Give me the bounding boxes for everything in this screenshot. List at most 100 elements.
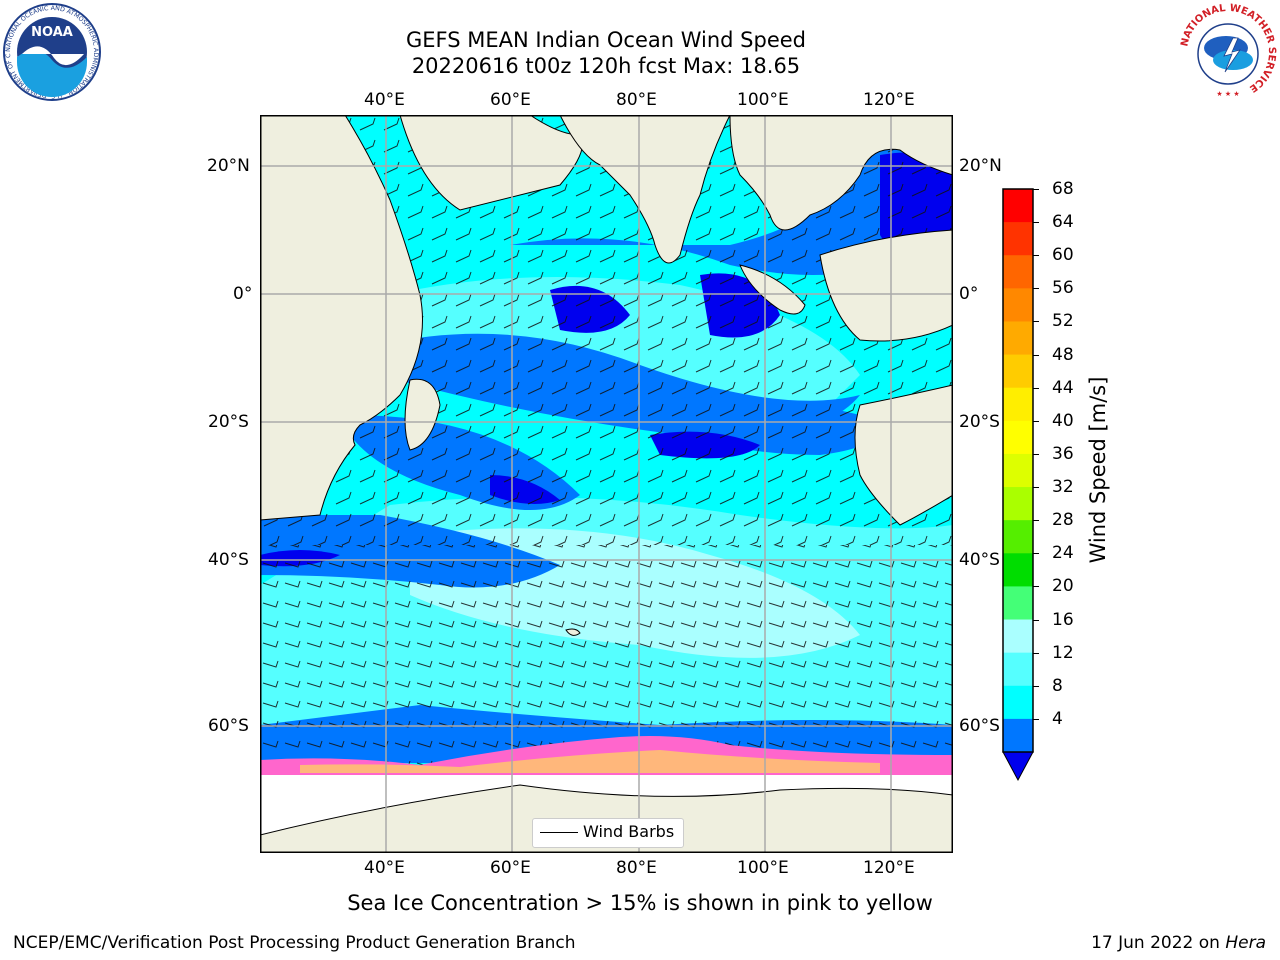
colorbar-tick-mark: [1033, 652, 1039, 654]
colorbar-tick-label: 20: [1052, 576, 1074, 597]
colorbar-tick-mark: [1033, 189, 1039, 190]
colorbar-swatch: [1003, 619, 1033, 654]
colorbar-swatch: [1003, 288, 1033, 322]
colorbar-tick-label: 60: [1052, 245, 1074, 266]
colorbar-tick-label: 4: [1052, 708, 1063, 729]
colorbar-tick-mark: [1033, 288, 1039, 290]
colorbar-swatch: [1003, 354, 1033, 389]
colorbar-swatch: [1003, 453, 1033, 488]
lat-label-left: 20°S: [208, 412, 249, 432]
colorbar-swatch: [1003, 487, 1033, 521]
colorbar-tick-label: 68: [1052, 179, 1074, 199]
lat-label-left: 20°N: [207, 156, 250, 176]
colorbar-tick-label: 16: [1052, 609, 1074, 630]
lon-label-bottom: 40°E: [364, 858, 405, 878]
footer-date: 17 Jun 2022 on: [1091, 933, 1226, 953]
colorbar-swatch: [1003, 222, 1033, 256]
colorbar-tick-mark: [1033, 453, 1039, 455]
noaa-logo-text: NOAA: [31, 25, 73, 40]
colorbar-tick-label: 40: [1052, 410, 1074, 431]
colorbar-swatch: [1003, 553, 1033, 587]
footer-right: 17 Jun 2022 on Hera: [1091, 933, 1266, 953]
colorbar-tick-label: 48: [1052, 344, 1074, 365]
legend-label: Wind Barbs: [583, 822, 675, 841]
lon-label-bottom: 120°E: [863, 858, 915, 878]
lon-label-top: 100°E: [737, 90, 789, 110]
colorbar-tick-mark: [1033, 487, 1039, 489]
madagascar-land: [404, 378, 441, 451]
lat-label-left: 60°S: [208, 716, 249, 736]
colorbar-tick-label: 36: [1052, 443, 1074, 464]
lat-label-right: 40°S: [959, 550, 1000, 570]
lat-label-left: 0°: [233, 284, 253, 304]
map-title: GEFS MEAN Indian Ocean Wind Speed: [405, 28, 807, 52]
lon-label-top: 40°E: [364, 90, 405, 110]
colorbar-swatch: [1003, 520, 1033, 554]
kerguelen-land: [565, 628, 581, 636]
svg-text:★ ★ ★: ★ ★ ★: [1216, 90, 1239, 98]
lon-label-top: 60°E: [490, 90, 531, 110]
colorbar-tick-label: 56: [1052, 278, 1074, 299]
colorbar-swatches: [1003, 189, 1033, 753]
lon-label-top: 120°E: [863, 90, 915, 110]
colorbar-tick-label: 8: [1052, 675, 1063, 696]
wind-speed-map: [260, 115, 953, 853]
colorbar-tick-mark: [1033, 354, 1039, 356]
india-land: [559, 115, 731, 264]
colorbar-tick-mark: [1033, 520, 1039, 522]
lat-label-right: 20°S: [959, 412, 1000, 432]
wind-barbs-field: [260, 545, 953, 765]
lat-label-right: 0°: [959, 284, 979, 304]
colorbar-tick-mark: [1033, 586, 1039, 588]
map-subtitle: 20220616 t00z 120h fcst Max: 18.65: [411, 54, 801, 78]
colorbar-extend-arrow: [1002, 751, 1034, 782]
map-border: [260, 115, 953, 853]
footer-left: NCEP/EMC/Verification Post Processing Pr…: [13, 933, 576, 953]
colorbar-tick-label: 52: [1052, 311, 1074, 332]
colorbar-tick-label: 32: [1052, 477, 1074, 498]
graticule: [260, 115, 953, 853]
sea-ice-caption: Sea Ice Concentration > 15% is shown in …: [347, 891, 933, 915]
lat-label-right: 20°N: [959, 156, 1002, 176]
colorbar-tick-mark: [1033, 321, 1039, 323]
legend-line-sample: [540, 832, 578, 833]
colorbar-tick-label: 64: [1052, 212, 1074, 233]
lat-label-right: 60°S: [959, 716, 1000, 736]
colorbar-tick-mark: [1033, 420, 1039, 422]
indonesia-land: [819, 229, 953, 342]
colorbar-tick-mark: [1033, 387, 1039, 389]
colorbar-frame: [1002, 188, 1034, 753]
australia-land: [854, 384, 953, 526]
colorbar-swatch: [1003, 652, 1033, 687]
lon-label-top: 80°E: [616, 90, 657, 110]
colorbar-tick-mark: [1033, 685, 1039, 687]
lat-label-left: 40°S: [208, 550, 249, 570]
colorbar-tick-label: 24: [1052, 543, 1074, 564]
colorbar-tick-label: 12: [1052, 642, 1074, 663]
colorbar: [1002, 188, 1034, 782]
arabia-land: [399, 115, 583, 211]
colorbar-tick-mark: [1033, 718, 1039, 720]
nws-logo: NATIONAL WEATHER SERVICE ★ ★ ★: [1179, 3, 1277, 100]
colorbar-swatch: [1003, 321, 1033, 356]
noaa-logo: NATIONAL OCEANIC AND ATMOSPHERIC ADMINIS…: [2, 2, 101, 101]
africa-land: [260, 115, 423, 521]
lon-label-bottom: 60°E: [490, 858, 531, 878]
colorbar-tick-mark: [1033, 619, 1039, 621]
colorbar-swatch: [1003, 685, 1033, 720]
lon-label-bottom: 80°E: [616, 858, 657, 878]
colorbar-tick-mark: [1033, 255, 1039, 257]
colorbar-swatch: [1003, 420, 1033, 455]
colorbar-tick-label: 44: [1052, 377, 1074, 398]
sea-ice-band: [300, 750, 880, 773]
colorbar-swatch: [1003, 718, 1033, 753]
colorbar-tick-mark: [1033, 553, 1039, 555]
lon-label-bottom: 100°E: [737, 858, 789, 878]
map-legend: Wind Barbs: [532, 818, 684, 848]
colorbar-label: Wind Speed [m/s]: [1086, 376, 1110, 564]
sumatra-land: [739, 264, 806, 315]
footer-host: Hera: [1225, 933, 1266, 953]
colorbar-swatch: [1003, 255, 1033, 289]
colorbar-tick-mark: [1033, 222, 1039, 224]
colorbar-tick-label: 28: [1052, 510, 1074, 531]
